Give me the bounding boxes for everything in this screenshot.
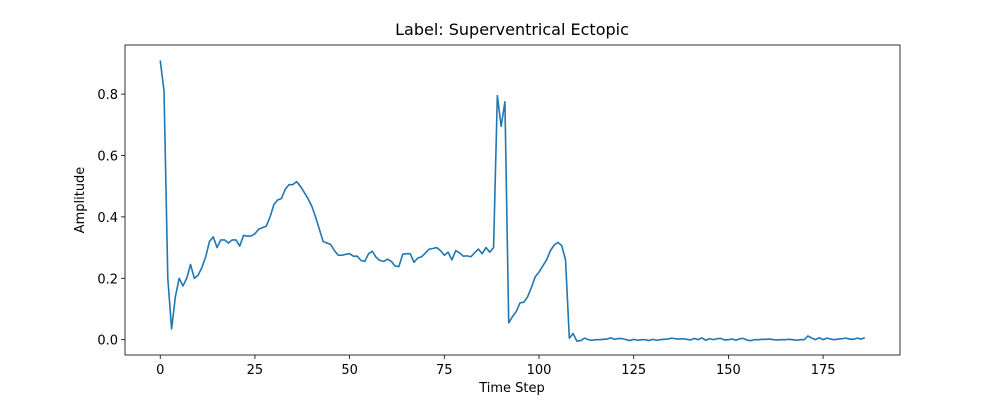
- axes-frame: [124, 44, 901, 356]
- data-line: [159, 60, 866, 342]
- y-tick-label: 0.2: [97, 272, 118, 287]
- x-tick-label: 0: [156, 363, 164, 378]
- y-tick-label: 0.4: [97, 211, 118, 226]
- y-tick-label: 0.6: [97, 149, 118, 164]
- chart-title: Label: Superventrical Ectopic: [395, 20, 629, 39]
- x-tick-label: 75: [436, 363, 453, 378]
- x-tick-label: 150: [716, 363, 741, 378]
- y-tick-label: 0.8: [97, 88, 118, 103]
- x-axis-label: Time Step: [478, 381, 545, 396]
- y-axis-label: Amplitude: [73, 167, 88, 234]
- x-tick-label: 100: [527, 363, 552, 378]
- y-tick-label: 0.0: [97, 334, 118, 349]
- x-tick-label: 175: [811, 363, 836, 378]
- x-tick-label: 125: [621, 363, 646, 378]
- x-tick-label: 50: [341, 363, 358, 378]
- x-tick-label: 25: [247, 363, 264, 378]
